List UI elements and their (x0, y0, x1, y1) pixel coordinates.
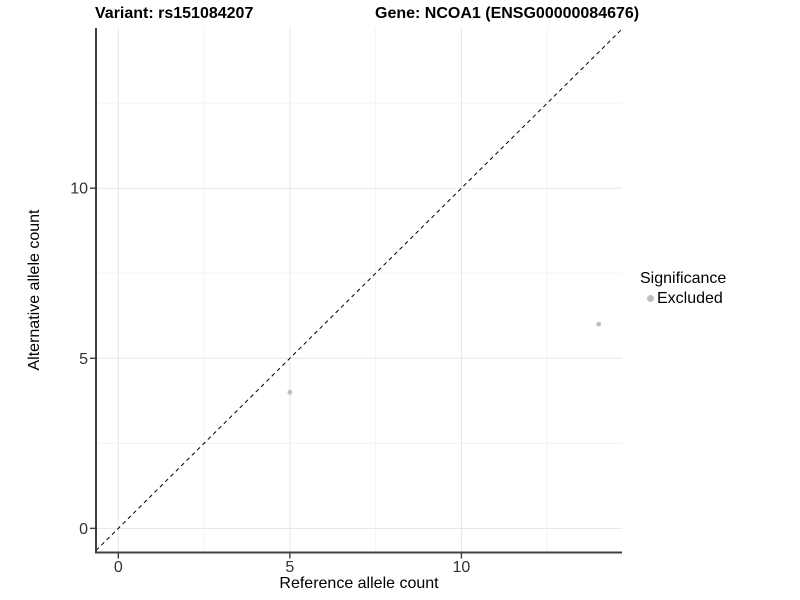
legend-item-label: Excluded (657, 290, 723, 307)
legend-title: Significance (640, 270, 727, 287)
x-tick-label: 0 (114, 559, 123, 576)
x-tick-label: 10 (453, 559, 471, 576)
data-point (596, 321, 602, 327)
x-axis-label: Reference allele count (279, 575, 439, 592)
data-point (287, 389, 293, 395)
y-tick-label: 10 (70, 181, 88, 198)
legend-item-excluded: Excluded (640, 290, 726, 307)
x-tick-label: 5 (285, 559, 294, 576)
y-axis-label: Alternative allele count (26, 209, 43, 371)
y-tick-label: 0 (79, 521, 88, 538)
gene-title: Gene: NCOA1 (ENSG00000084676) (375, 5, 640, 22)
legend: Significance Excluded (640, 269, 726, 307)
legend-point-icon (647, 295, 654, 302)
identity-dashed-line (95, 28, 623, 551)
y-tick-label: 5 (79, 351, 88, 368)
variant-title: Variant: rs151084207 (95, 5, 254, 22)
